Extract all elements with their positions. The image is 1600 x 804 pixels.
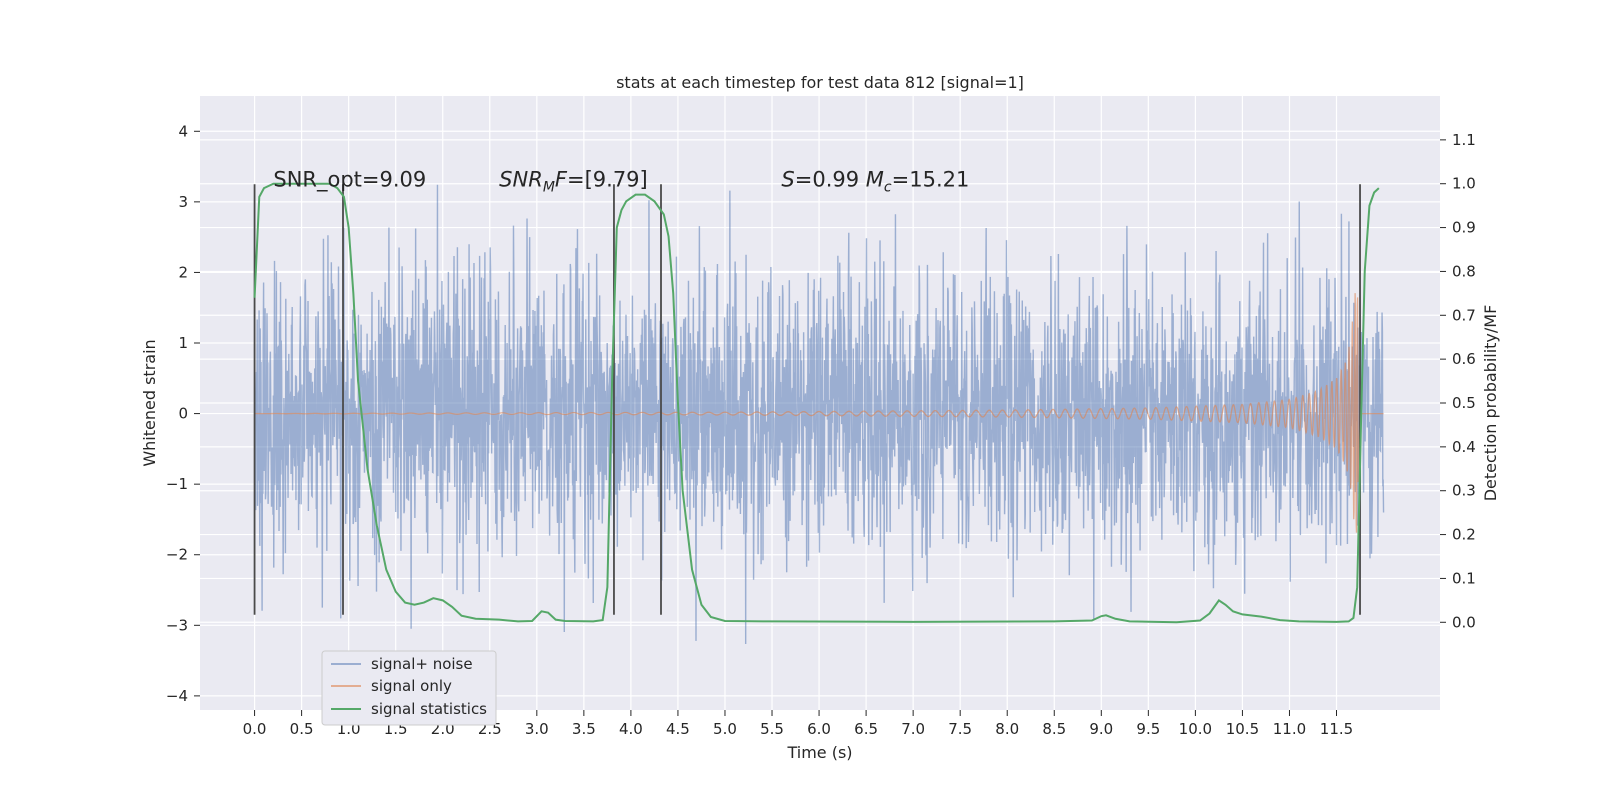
x-tick-label-9: 4.5	[666, 720, 690, 738]
y-right-tick-label-0: 1.1	[1452, 131, 1476, 149]
x-tick-label-14: 7.0	[901, 720, 925, 738]
x-tick-label-20: 10.0	[1179, 720, 1212, 738]
y-left-tick-label-5: −1	[166, 475, 188, 493]
series-signal-only	[254, 293, 1384, 533]
x-tick-label-10: 5.0	[713, 720, 737, 738]
y-left-tick-label-2: 2	[178, 263, 188, 281]
y-axis-label-right: Detection probability/MF	[1481, 305, 1500, 502]
x-tick-label-8: 4.0	[619, 720, 643, 738]
y-left-tick-label-7: −3	[166, 616, 188, 634]
x-tick-label-19: 9.5	[1136, 720, 1160, 738]
y-left-tick-label-8: −4	[166, 687, 188, 705]
legend-box	[321, 650, 497, 726]
y-right-tick-label-8: 0.3	[1452, 482, 1476, 500]
y-left-tick-label-0: 4	[178, 122, 188, 140]
y-right-tick-label-11: 0.0	[1452, 613, 1476, 631]
y-left-tick-label-1: 3	[178, 193, 188, 211]
y-right-tick-label-4: 0.7	[1452, 306, 1476, 324]
x-tick-label-15: 7.5	[948, 720, 972, 738]
y-left-tick-label-3: 1	[178, 334, 188, 352]
annotation-2: S=0.99 Mc=15.21	[781, 167, 969, 195]
y-left-tick-label-6: −2	[166, 546, 188, 564]
x-tick-label-18: 9.0	[1089, 720, 1113, 738]
x-tick-label-7: 3.5	[572, 720, 596, 738]
annotation-0: SNR_opt=9.09	[273, 167, 426, 192]
x-tick-label-16: 8.0	[995, 720, 1019, 738]
ticks: 0.0 0.5 1.0 1.5 2.0 2.5 3.0 3.5 4.0 4.5 5.0 5.5 6.0 6…	[166, 122, 1476, 738]
y-right-tick-label-6: 0.5	[1452, 394, 1476, 412]
x-tick-label-21: 10.5	[1226, 720, 1259, 738]
signal-statistics-line	[253, 182, 1380, 624]
y-right-tick-label-2: 0.9	[1452, 219, 1476, 237]
x-tick-label-1: 0.5	[290, 720, 314, 738]
y-right-tick-label-7: 0.4	[1452, 438, 1476, 456]
x-tick-label-12: 6.0	[807, 720, 831, 738]
chart-title: stats at each timestep for test data 812…	[616, 73, 1024, 92]
y-right-tick-label-10: 0.1	[1452, 569, 1476, 587]
legend-label-signal-only: signal only	[371, 677, 452, 695]
legend-label-signal-plus-noise: signal+ noise	[371, 655, 473, 673]
y-right-tick-label-1: 1.0	[1452, 175, 1476, 193]
y-right-tick-label-5: 0.6	[1452, 350, 1476, 368]
annotation-1: SNRMF=[9.79]	[499, 167, 648, 195]
x-tick-label-11: 5.5	[760, 720, 784, 738]
annotations: SNR_opt=9.09 SNRMF=[9.79] S=0.99 Mc=15.21	[273, 167, 969, 195]
x-tick-label-17: 8.5	[1042, 720, 1066, 738]
x-tick-label-23: 11.5	[1320, 720, 1353, 738]
x-tick-label-22: 11.0	[1273, 720, 1306, 738]
y-axis-label-left: Whitened strain	[140, 339, 159, 466]
y-right-tick-label-3: 0.8	[1452, 262, 1476, 280]
legend: signal+ noise signal only signal statist…	[321, 650, 497, 726]
legend-label-signal-statistics: signal statistics	[371, 700, 487, 718]
series-signal-statistics	[253, 182, 1380, 624]
vertical-markers	[253, 184, 1361, 615]
signal-only-line	[254, 293, 1384, 533]
x-tick-label-13: 6.5	[854, 720, 878, 738]
x-tick-label-0: 0.0	[243, 720, 267, 738]
x-tick-label-6: 3.0	[525, 720, 549, 738]
x-axis-label: Time (s)	[786, 743, 852, 762]
y-left-tick-label-4: 0	[178, 405, 188, 423]
y-right-tick-label-9: 0.2	[1452, 526, 1476, 544]
